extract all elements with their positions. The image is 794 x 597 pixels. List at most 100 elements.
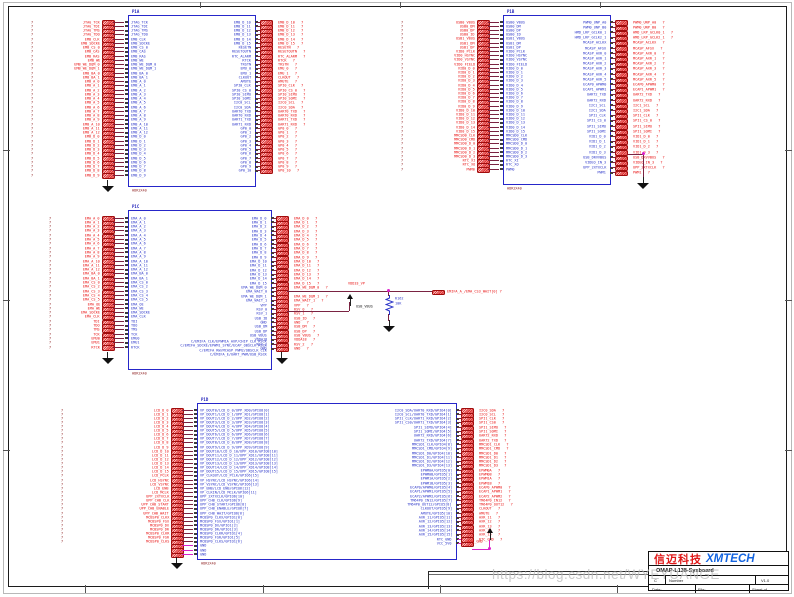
pin-number <box>254 76 258 79</box>
net-label: USB1_DP <box>460 44 475 49</box>
pin-pad <box>615 108 628 114</box>
pin-name: MCASP_AXR_1 <box>582 56 606 61</box>
pin-number <box>193 516 197 519</box>
pin-name: EMA_WAIT_1 <box>245 298 267 303</box>
pin-name: I2C1_SCL <box>589 102 606 107</box>
wire <box>113 157 124 159</box>
wire <box>612 73 615 75</box>
net-label: VID1_D_0 7 <box>633 134 659 139</box>
sheet-ref-number: 7 <box>49 310 52 315</box>
net-label: UART2_RXD 7 <box>633 97 661 102</box>
net-label: LCD_MCLK <box>152 490 169 495</box>
wire <box>612 172 615 174</box>
pin-pad <box>615 62 628 68</box>
pin-name: TMS <box>131 327 138 332</box>
net-label: GP0_0 7 <box>278 126 297 130</box>
power-flag-icon <box>486 528 494 540</box>
net-label: VID1_D_3 7 <box>633 149 659 154</box>
net-label: VID0_FIELD <box>453 61 475 66</box>
sheet-ref-number: 7 <box>31 168 34 173</box>
pin-number <box>455 503 459 506</box>
border-tick <box>85 585 86 593</box>
net-label: EMA_WE_DQM_1 7 <box>294 294 328 299</box>
date-label: Date: <box>652 586 662 592</box>
title-block-divider <box>749 585 750 593</box>
wire <box>113 325 124 326</box>
sheet-ref-number: 7 <box>31 138 34 143</box>
block-ref-designator: P1C <box>132 203 140 209</box>
wire <box>182 430 193 432</box>
sheet-ref-number: 7 <box>49 215 52 220</box>
border-tick <box>3 300 10 301</box>
pin-name: EMB_A_7 <box>131 109 146 113</box>
net-label: EMB_A_9 <box>85 117 100 122</box>
pin-name: VP_DOUT14/LCD_D_14/UPP_XD14/GPIO8[14] <box>200 465 278 470</box>
net-label: 10K <box>395 300 402 305</box>
sheet-ref-number: 7 <box>49 250 52 255</box>
pin-number <box>193 479 197 482</box>
sheet-ref-number: 7 <box>401 166 404 171</box>
pin-name: VP_HSYNC/LCD_HSYNC/GPIO6[14] <box>200 477 260 482</box>
block-footprint-label: HDR2X40 <box>201 560 216 565</box>
net-label: SPI0_CS_0 7 <box>278 87 306 92</box>
wire <box>287 291 432 292</box>
net-label: EMB_D_11 7 <box>278 24 304 28</box>
pin-name: VID0_D_14 <box>506 124 525 129</box>
net-label: EMB_SDCKE <box>81 41 100 45</box>
pin-pad <box>615 30 628 36</box>
pin-number <box>455 434 459 437</box>
pin-name: MMCSD1_D0/GPIO4[10] <box>411 450 452 455</box>
pin-name: MCASP_AFSX <box>584 45 606 50</box>
wire <box>458 409 461 411</box>
net-label: EMB_CS_0 <box>83 45 100 50</box>
net-label: UART0_RXD 7 <box>278 113 306 118</box>
net-label: TMS <box>93 327 100 332</box>
sheet-ref-number: 7 <box>401 137 404 142</box>
sheet-ref-number: 7 <box>401 65 404 70</box>
net-label: R162 <box>395 295 404 300</box>
pin-number <box>499 126 503 128</box>
title-block-divider <box>665 576 666 584</box>
pin-name: GND <box>260 346 267 351</box>
pin-pad <box>615 82 628 88</box>
pin-name: SPI1_SIMO/GPIO4[4] <box>414 424 452 429</box>
net-label: EMB_WE <box>87 58 100 62</box>
pin-number <box>124 294 128 297</box>
wire <box>458 495 461 497</box>
pin-name: EMA_D_9 <box>252 254 267 259</box>
wire <box>612 37 615 39</box>
net-label: I2C1_SCL 7 <box>633 102 659 107</box>
wire <box>182 524 193 526</box>
sheet-ref-number: 7 <box>49 267 52 272</box>
gnd-triangle-icon <box>101 358 114 364</box>
sheet-ref-number: 7 <box>31 53 34 58</box>
pin-number <box>193 421 197 424</box>
pin-name: VP_ENB/LCD_ENB/GPIO6[12] <box>200 486 251 491</box>
wire <box>113 269 124 271</box>
net-label: VID0_D_14 <box>456 124 475 129</box>
pin-name: EMA_D_2 <box>252 224 267 229</box>
wire <box>257 161 260 163</box>
wire <box>113 161 124 163</box>
pin-number <box>124 93 128 96</box>
wire <box>113 342 124 344</box>
sheet-ref-number: 7 <box>31 109 34 113</box>
pin-number <box>254 42 258 45</box>
pin-number <box>499 138 503 141</box>
company-logo-en: XMTECH <box>706 552 755 565</box>
pin-name: VP_DOUT9/LCD_D_9/UPP_XD9/GPIO8[9] <box>200 444 270 449</box>
wire <box>182 442 193 444</box>
pin-name: ECAP0_APWM0 <box>582 82 606 87</box>
pin-number <box>499 42 503 44</box>
pin-number <box>124 144 128 147</box>
pin-name: AMUTE <box>240 79 251 84</box>
net-label: VID0_D_13 <box>456 120 475 125</box>
wire <box>458 413 461 415</box>
wire <box>113 294 124 296</box>
pin-number <box>254 25 258 28</box>
wire <box>612 78 615 80</box>
sheet-outer-border <box>3 2 792 594</box>
pin-number <box>254 101 258 104</box>
power-arrow-icon <box>347 294 353 299</box>
pin-name: RSV_2 <box>256 341 267 346</box>
